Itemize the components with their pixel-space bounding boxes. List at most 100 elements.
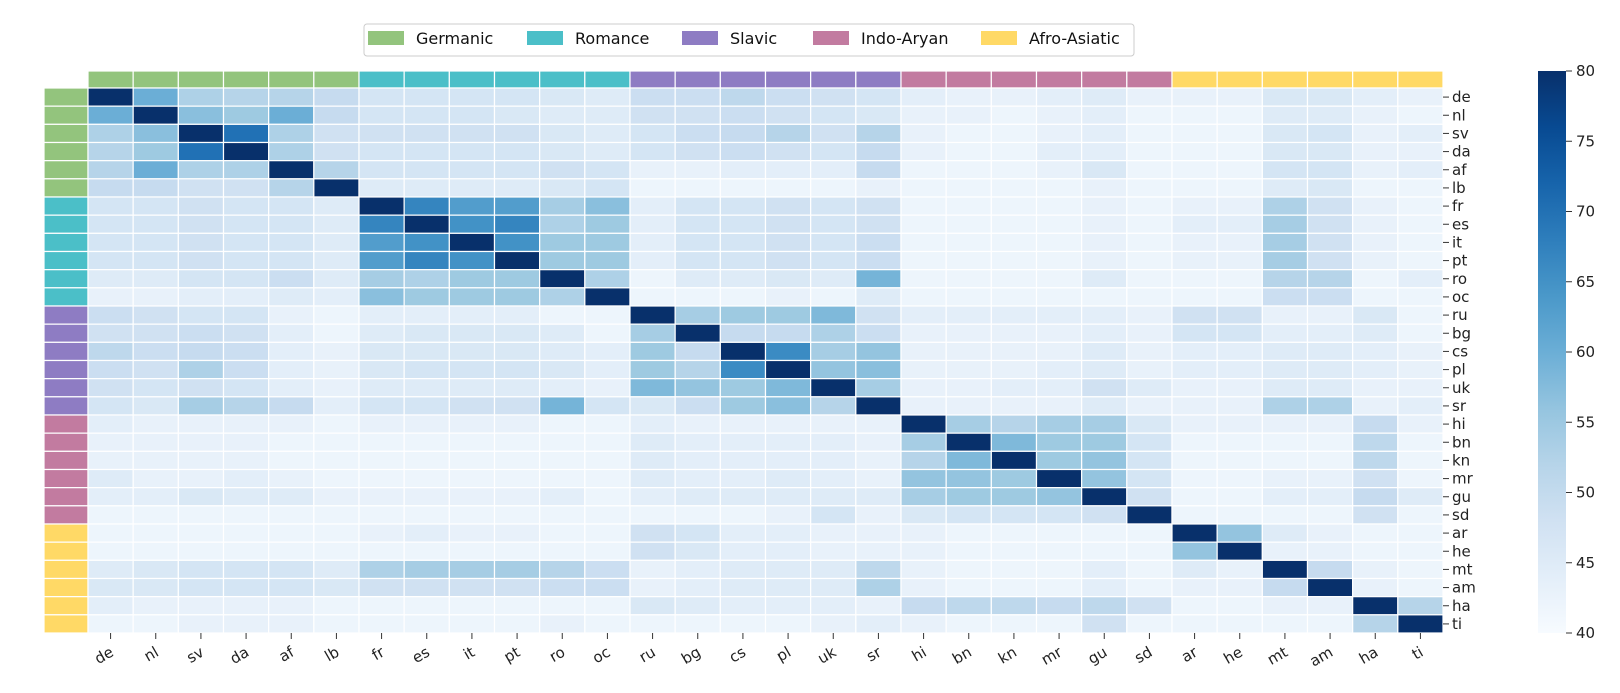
row-family-sr [43, 396, 89, 416]
cell-af-pt [493, 160, 541, 180]
cell-ar-bg [674, 523, 721, 543]
cell-mr-it [448, 468, 496, 489]
cell-nl-ru [629, 105, 676, 125]
cell-fr-ro [539, 196, 586, 216]
cell-lb-lb [313, 178, 360, 198]
cell-ti-hi [900, 614, 947, 634]
row-label-sd: sd [1452, 506, 1469, 524]
cell-ro-pt [493, 269, 541, 289]
col-label-bg: bg [678, 643, 703, 668]
cell-kn-uk [810, 450, 857, 471]
cell-uk-it [448, 378, 496, 398]
cell-hi-sd [1126, 414, 1173, 434]
cell-ar-nl [132, 523, 179, 543]
cell-cs-de [87, 341, 134, 362]
row-family-ro [43, 269, 89, 289]
cell-uk-hi [900, 378, 947, 398]
row-label-ha: ha [1452, 597, 1471, 615]
cell-ro-nl [132, 269, 179, 289]
cell-am-am [1306, 577, 1354, 598]
col-label-es: es [409, 643, 433, 667]
cell-nl-ro [539, 105, 586, 125]
cell-de-sr [855, 87, 902, 107]
cell-hi-cs [719, 414, 767, 434]
cell-pl-es [403, 359, 450, 380]
cell-nl-sv [177, 105, 225, 125]
cell-lb-ha [1352, 178, 1399, 198]
cell-mr-pl [764, 468, 812, 489]
col-label-sr: sr [863, 642, 885, 665]
cell-pt-es [403, 250, 450, 271]
cell-cs-mt [1261, 341, 1309, 362]
cell-ro-he [1216, 269, 1263, 289]
cell-ha-fr [358, 596, 405, 616]
cell-cs-ro [539, 341, 586, 362]
cell-hi-mr [1035, 414, 1083, 434]
cell-da-sd [1126, 141, 1173, 162]
row-labels: denlsvdaaflbfresitptroocrubgcspluksrhibn… [1443, 88, 1476, 633]
cell-mt-sv [177, 559, 225, 580]
row-label-fr: fr [1452, 197, 1464, 215]
cell-uk-ru [629, 378, 676, 398]
cell-es-pt [493, 214, 541, 234]
cell-de-oc [584, 87, 631, 107]
cell-he-uk [810, 541, 857, 561]
column-labels: de nl sv da af lb fr es it pt ro oc ru bg cs pl uk sr hi bn… [91, 633, 1426, 670]
cell-nl-es [403, 105, 450, 125]
cell-bn-pt [493, 432, 541, 452]
cell-kn-hi [900, 450, 947, 471]
cell-bn-hi [900, 432, 947, 452]
cell-gu-he [1216, 487, 1263, 507]
cell-pt-mt [1261, 250, 1309, 271]
cell-fr-am [1306, 196, 1354, 216]
cell-fr-ha [1352, 196, 1399, 216]
cell-ru-cs [719, 305, 767, 325]
cell-gu-pl [764, 487, 812, 507]
cell-ar-ro [539, 523, 586, 543]
cell-da-sv [177, 141, 225, 162]
cell-de-gu [1081, 87, 1128, 107]
cell-bn-oc [584, 432, 631, 452]
cell-fr-de [87, 196, 134, 216]
cell-uk-pt [493, 378, 541, 398]
cell-pl-pt [493, 359, 541, 380]
cell-it-bg [674, 232, 721, 253]
cell-he-he [1216, 541, 1263, 561]
cell-cs-ha [1352, 341, 1399, 362]
cell-de-he [1216, 87, 1263, 107]
cell-uk-sr [855, 378, 902, 398]
cell-sr-pl [764, 396, 812, 416]
cell-ha-mt [1261, 596, 1309, 616]
col-label-af: af [276, 643, 298, 666]
cell-mt-ar [1171, 559, 1218, 580]
cell-bn-ru [629, 432, 676, 452]
row-family-hi [43, 414, 89, 434]
cell-ru-am [1306, 305, 1354, 325]
cell-sv-cs [719, 123, 767, 144]
colorbar-label-55: 55 [1576, 413, 1595, 431]
cell-nl-bg [674, 105, 721, 125]
cell-bg-hi [900, 323, 947, 343]
cell-lb-sd [1126, 178, 1173, 198]
cell-mt-es [403, 559, 450, 580]
cell-uk-cs [719, 378, 767, 398]
cell-mr-kn [990, 468, 1038, 489]
cell-fr-sd [1126, 196, 1173, 216]
cell-mt-lb [313, 559, 360, 580]
cell-nl-nl [132, 105, 179, 125]
cell-ha-he [1216, 596, 1263, 616]
cell-uk-ar [1171, 378, 1218, 398]
cell-da-cs [719, 141, 767, 162]
cell-gu-ti [1397, 487, 1444, 507]
cell-es-da [222, 214, 270, 234]
cell-ro-fr [358, 269, 405, 289]
colorbar-label-80: 80 [1576, 62, 1595, 80]
cell-am-cs [719, 577, 767, 598]
cell-pt-bn [945, 250, 992, 271]
cell-nl-he [1216, 105, 1263, 125]
cell-cs-sd [1126, 341, 1173, 362]
cell-ro-bn [945, 269, 992, 289]
cell-he-ha [1352, 541, 1399, 561]
col-label-it: it [460, 643, 478, 664]
cell-pl-lb [313, 359, 360, 380]
